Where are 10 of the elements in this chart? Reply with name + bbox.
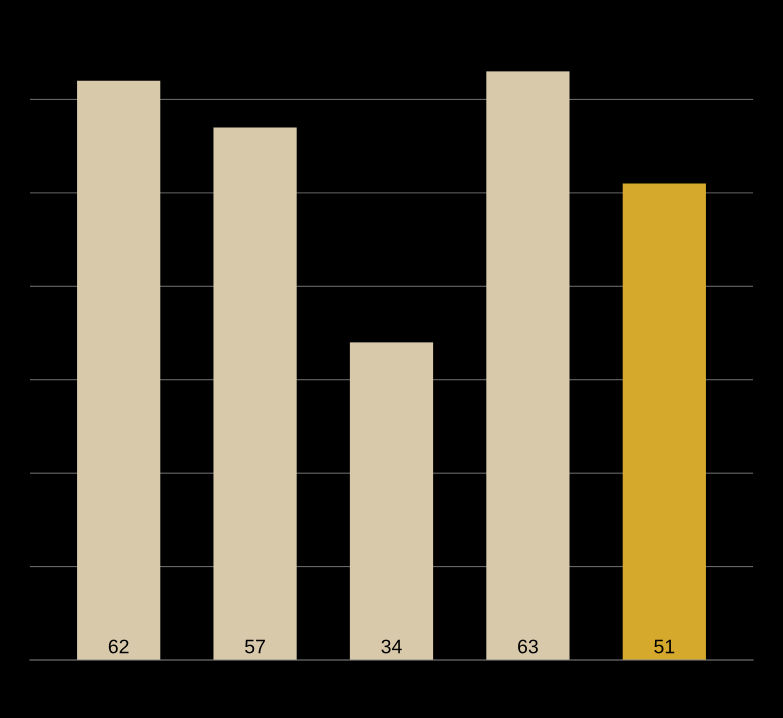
data-label: 57	[245, 640, 265, 654]
bar	[213, 127, 297, 660]
data-label: 62	[108, 640, 129, 654]
bar	[622, 184, 706, 660]
data-label: 51	[654, 640, 674, 654]
bar	[350, 342, 434, 660]
bar	[77, 80, 160, 660]
data-label: 63	[518, 640, 538, 654]
bar	[486, 71, 570, 660]
data-label: 34	[381, 640, 402, 654]
